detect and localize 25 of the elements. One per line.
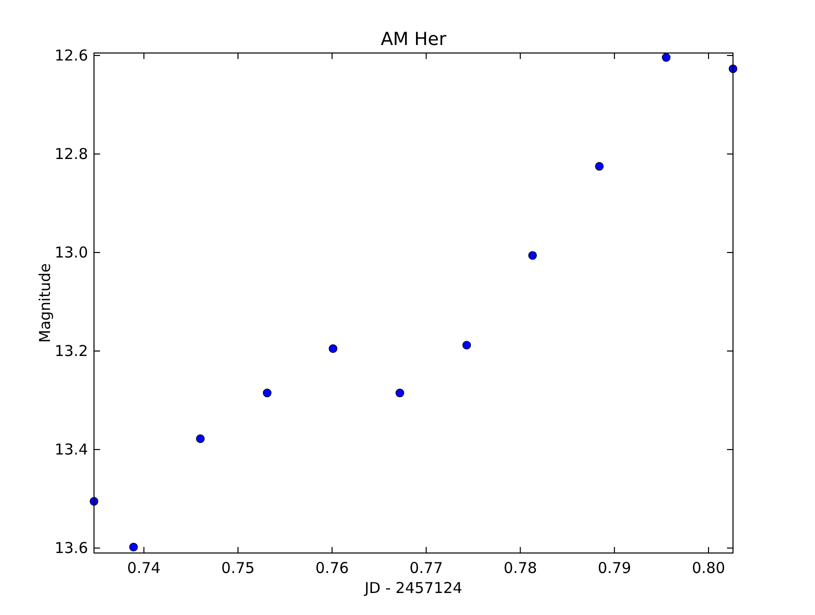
x-axis-title: JD - 2457124	[364, 579, 462, 597]
y-axis-title: Magnitude	[36, 263, 54, 343]
y-tick-label: 12.8	[54, 144, 88, 163]
y-tick-label: 13.2	[54, 342, 88, 360]
x-tick-label: 0.74	[127, 559, 161, 577]
y-tick-label: 13.6	[54, 539, 88, 558]
point	[462, 340, 471, 350]
chart-title: AM Her	[380, 29, 447, 50]
point	[396, 388, 404, 398]
point	[262, 388, 272, 398]
point	[196, 434, 205, 444]
point	[595, 162, 604, 171]
point	[328, 344, 338, 353]
y-tick-label: 13.4	[54, 440, 88, 459]
x-tick-label: 0.78	[504, 559, 538, 577]
y-tick-label: 12.6	[54, 46, 88, 64]
point	[129, 542, 138, 552]
y-tick-label: 13.0	[54, 244, 88, 262]
x-tick-label: 0.77	[410, 559, 443, 577]
point	[662, 53, 670, 62]
point	[528, 251, 537, 260]
x-tick-label: 0.79	[598, 559, 632, 577]
x-tick-label: 0.80	[692, 559, 726, 577]
x-tick-label: 0.76	[315, 559, 349, 577]
x-tick-label: 0.75	[221, 559, 255, 577]
